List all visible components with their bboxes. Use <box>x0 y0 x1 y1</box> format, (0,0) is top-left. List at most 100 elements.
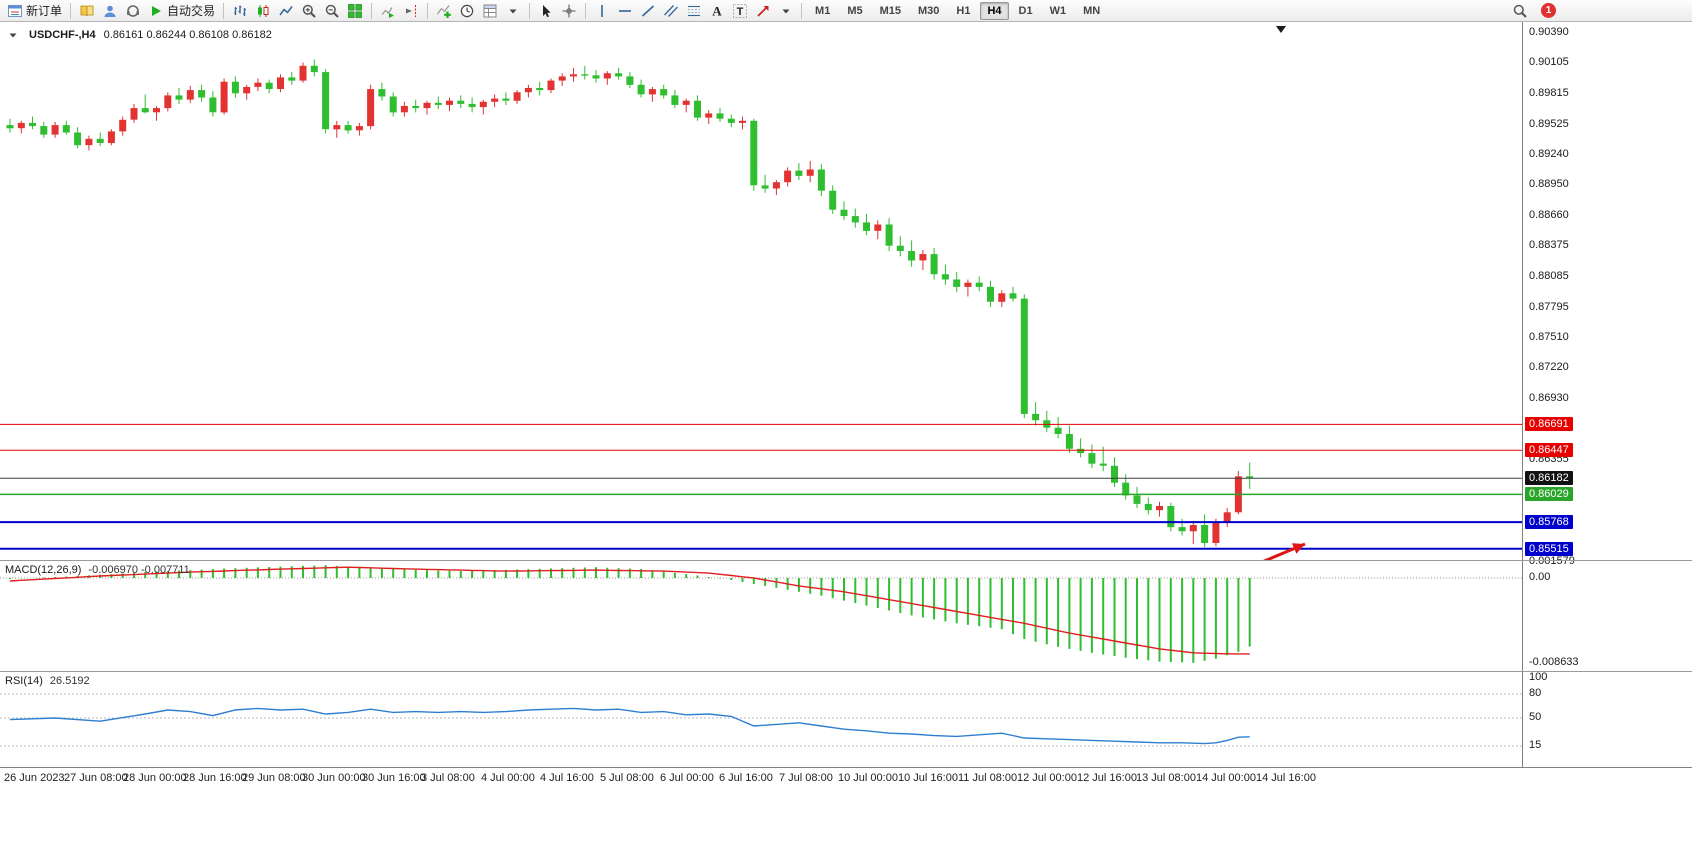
time-axis-label: 30 Jun 16:00 <box>362 772 426 784</box>
templates-dropdown[interactable] <box>502 1 524 21</box>
macd-axis-label: 0.001579 <box>1529 555 1575 567</box>
zoom-in-icon <box>301 3 317 19</box>
toolbar-divider <box>427 2 429 19</box>
time-axis-label: 7 Jul 08:00 <box>779 772 833 784</box>
timeframe-m1[interactable]: M1 <box>815 4 831 17</box>
price-tick-label: 0.90390 <box>1529 26 1569 38</box>
crosshair-button[interactable] <box>558 1 580 21</box>
price-tick-label: 0.88085 <box>1529 270 1569 282</box>
indicators-button[interactable] <box>433 1 455 21</box>
macd-axis-label: -0.008633 <box>1529 656 1579 668</box>
templates-button[interactable] <box>479 1 501 21</box>
time-axis-label: 12 Jul 16:00 <box>1077 772 1137 784</box>
metaeditor-button[interactable] <box>76 1 98 21</box>
chart-menu-icon[interactable] <box>5 27 21 43</box>
fibonacci-button[interactable] <box>683 1 705 21</box>
time-axis-label: 6 Jul 00:00 <box>660 772 714 784</box>
time-axis-label: 14 Jul 16:00 <box>1256 772 1316 784</box>
macd-label: MACD(12,26,9) -0.006970 -0.007711 <box>5 564 190 576</box>
timeframe-m5[interactable]: M5 <box>847 4 863 17</box>
horizontal-line-button[interactable] <box>614 1 636 21</box>
time-axis-label: 29 Jun 08:00 <box>242 772 306 784</box>
main-chart-pane[interactable]: USDCHF-,H4 0.86161 0.86244 0.86108 0.861… <box>0 22 1522 560</box>
price-tick-label: 0.88375 <box>1529 239 1569 251</box>
macd-indicator-name: MACD(12,26,9) <box>5 564 82 576</box>
market-watch-button[interactable] <box>99 1 121 21</box>
arrows-button[interactable] <box>752 1 774 21</box>
price-tick-label: 0.87220 <box>1529 361 1569 373</box>
chart-title: USDCHF-,H4 0.86161 0.86244 0.86108 0.861… <box>5 27 272 43</box>
timeframe-m15[interactable]: M15 <box>879 4 901 17</box>
timeframe-h4[interactable]: H4 <box>980 1 1009 20</box>
rsi-chart <box>0 693 1522 747</box>
time-axis-label: 4 Jul 16:00 <box>540 772 594 784</box>
price-tick-label: 0.87510 <box>1529 331 1569 343</box>
chart-shift-marker[interactable] <box>1276 26 1286 33</box>
macd-pane[interactable]: MACD(12,26,9) -0.006970 -0.007711 <box>0 561 1522 671</box>
channel-button[interactable] <box>660 1 682 21</box>
pane-separator-macd[interactable] <box>0 560 1692 561</box>
bars-icon <box>232 3 248 19</box>
toolbar-buttons: 新订单 自动交易 A T <box>4 1 797 21</box>
data-window-button[interactable] <box>122 1 144 21</box>
rsi-label: RSI(14) 26.5192 <box>5 675 90 687</box>
rsi-axis-label: 100 <box>1529 671 1548 683</box>
pane-separator-rsi[interactable] <box>0 671 1692 672</box>
bar-chart-button[interactable] <box>229 1 251 21</box>
candlestick-chart-button[interactable] <box>252 1 274 21</box>
timeframe-mn[interactable]: MN <box>1083 4 1101 17</box>
svg-text:A: A <box>712 3 722 18</box>
macd-axis-label: 0.00 <box>1529 571 1551 583</box>
autotrading-button-label: 自动交易 <box>167 4 216 18</box>
search-icon <box>1512 3 1528 19</box>
trendline-button[interactable] <box>637 1 659 21</box>
timeframe-m30[interactable]: M30 <box>918 4 940 17</box>
timeframe-d1[interactable]: D1 <box>1018 4 1033 17</box>
autotrading-button[interactable]: 自动交易 <box>145 1 218 21</box>
time-axis-label: 5 Jul 08:00 <box>600 772 654 784</box>
notification-badge[interactable]: 1 <box>1541 3 1556 18</box>
chevron-down-icon <box>505 3 521 19</box>
fibonacci-icon <box>686 3 702 19</box>
chart-shift-button[interactable] <box>400 1 422 21</box>
time-axis-label: 10 Jul 00:00 <box>838 772 898 784</box>
time-axis-label: 28 Jun 00:00 <box>123 772 187 784</box>
price-tick-label: 0.89815 <box>1529 87 1569 99</box>
zoom-in-button[interactable] <box>298 1 320 21</box>
vertical-line-button[interactable] <box>591 1 613 21</box>
price-level-label: 0.85768 <box>1525 515 1573 529</box>
label-button[interactable]: T <box>729 1 751 21</box>
crosshair-icon <box>561 3 577 19</box>
new-order-button[interactable]: 新订单 <box>4 1 65 21</box>
timeframe-w1[interactable]: W1 <box>1049 4 1067 17</box>
search-button[interactable] <box>1509 1 1531 21</box>
timeframe-h1[interactable]: H1 <box>956 4 971 17</box>
cursor-button[interactable] <box>535 1 557 21</box>
line-chart-button[interactable] <box>275 1 297 21</box>
price-tick-label: 0.87795 <box>1529 301 1569 313</box>
toolbar-divider <box>223 2 225 19</box>
horizontal-line-icon <box>617 3 633 19</box>
new-order-icon <box>7 3 23 19</box>
tile-windows-button[interactable] <box>344 1 366 21</box>
zoom-out-button[interactable] <box>321 1 343 21</box>
time-axis-label: 13 Jul 08:00 <box>1136 772 1196 784</box>
arrows-dropdown[interactable] <box>775 1 797 21</box>
price-axis: 0.90390 0.90105 0.89815 0.89525 0.89240 0.889… <box>1522 22 1692 767</box>
price-level-label: 0.85515 <box>1525 542 1573 556</box>
book-icon <box>79 3 95 19</box>
headset-icon <box>125 3 141 19</box>
price-tick-label: 0.89240 <box>1529 148 1569 160</box>
periods-button[interactable] <box>456 1 478 21</box>
time-axis-label: 30 Jun 00:00 <box>302 772 366 784</box>
time-axis-label: 4 Jul 00:00 <box>481 772 535 784</box>
text-button[interactable]: A <box>706 1 728 21</box>
time-axis: 26 Jun 2023 27 Jun 08:00 28 Jun 00:00 28 Ju… <box>0 767 1692 849</box>
rsi-pane[interactable]: RSI(14) 26.5192 <box>0 672 1522 767</box>
template-icon <box>482 3 498 19</box>
rsi-axis-label: 15 <box>1529 739 1542 751</box>
play-icon <box>148 3 164 19</box>
rsi-axis-label: 80 <box>1529 687 1542 699</box>
timeframe-toolbar: M1 M5 M15 M30 H1 H4 D1 W1 MN <box>797 1 1108 20</box>
auto-scroll-button[interactable] <box>377 1 399 21</box>
